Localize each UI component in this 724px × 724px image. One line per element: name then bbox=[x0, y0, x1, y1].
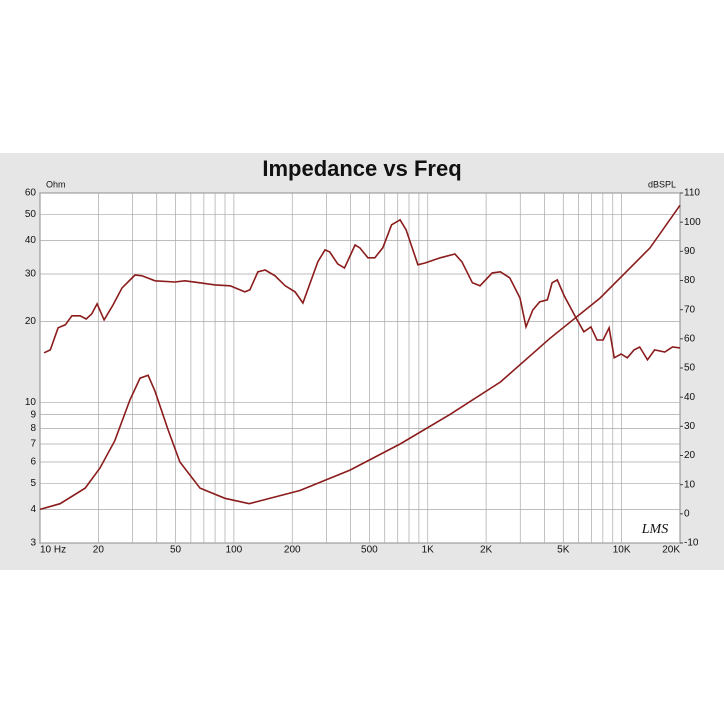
series-line bbox=[39, 204, 681, 511]
y-tick-label: 8 bbox=[30, 423, 36, 434]
y-tick-label: 6 bbox=[30, 457, 36, 468]
y2-tick-label: 10 bbox=[684, 479, 696, 490]
y-tick-label: 7 bbox=[30, 439, 36, 450]
y2-tick-label: 110 bbox=[684, 188, 700, 199]
y2-tick-label: 100 bbox=[684, 217, 701, 228]
y2-tick-label: 40 bbox=[684, 392, 696, 403]
y-tick-label: 30 bbox=[25, 269, 37, 280]
plot-area bbox=[39, 192, 681, 544]
x-tick-label: 100 bbox=[226, 545, 243, 556]
y-tick-label: 20 bbox=[25, 316, 37, 327]
y2-tick-label: 20 bbox=[684, 450, 696, 461]
y-tick-label: 10 bbox=[25, 397, 37, 408]
y-tick-label: 60 bbox=[25, 188, 37, 199]
y2-tick-label: 50 bbox=[684, 363, 696, 374]
y-tick-label: 3 bbox=[30, 538, 36, 549]
y2-tick-label: 70 bbox=[684, 304, 696, 315]
y2-tick-label: 90 bbox=[684, 246, 696, 257]
y-axis-label: Ohm bbox=[46, 179, 66, 189]
y2-axis-label: dBSPL bbox=[648, 179, 676, 189]
series-line bbox=[43, 218, 681, 362]
x-tick-label: 10 Hz bbox=[40, 545, 66, 556]
y2-tick-label: 80 bbox=[684, 275, 696, 286]
watermark: LMS bbox=[641, 522, 668, 537]
x-tick-label: 50 bbox=[170, 545, 182, 556]
y2-tick-label: 30 bbox=[684, 421, 696, 432]
x-tick-label: 500 bbox=[361, 545, 378, 556]
y-tick-label: 50 bbox=[25, 209, 37, 220]
x-tick-label: 10K bbox=[613, 545, 631, 556]
y-tick-label: 40 bbox=[25, 235, 37, 246]
x-tick-label: 20K bbox=[662, 545, 680, 556]
x-tick-label: 200 bbox=[284, 545, 301, 556]
x-tick-label: 2K bbox=[480, 545, 493, 556]
y2-tick-label: 60 bbox=[684, 333, 696, 344]
y-tick-label: 4 bbox=[30, 504, 36, 515]
x-tick-label: 5K bbox=[557, 545, 570, 556]
y2-tick-label: 0 bbox=[684, 508, 690, 519]
chart-title: Impedance vs Freq bbox=[262, 156, 461, 181]
x-tick-label: 1K bbox=[422, 545, 435, 556]
x-tick-label: 20 bbox=[93, 545, 105, 556]
y-tick-label: 5 bbox=[30, 478, 36, 489]
y2-tick-label: -10 bbox=[684, 538, 699, 549]
y-tick-label: 9 bbox=[30, 409, 36, 420]
